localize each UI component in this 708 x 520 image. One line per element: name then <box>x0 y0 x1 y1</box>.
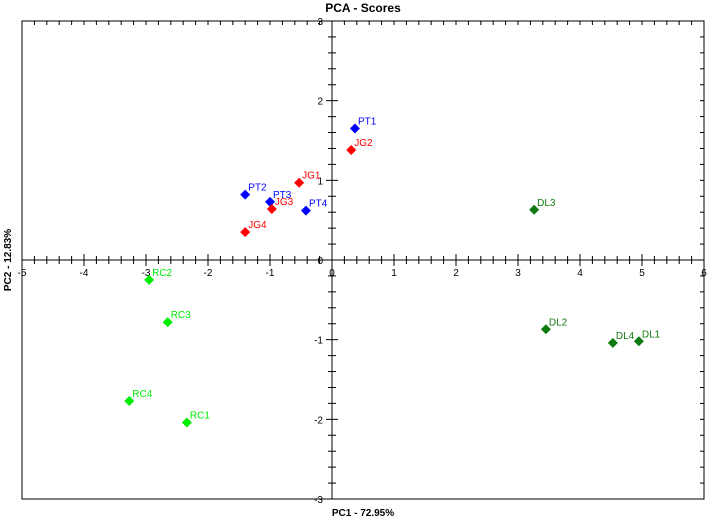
point-label: DL4 <box>616 331 635 342</box>
diamond-marker-icon <box>162 317 173 328</box>
point-label: PT1 <box>358 117 377 128</box>
y-tick-label: -1 <box>314 336 323 347</box>
x-tick-label: 1 <box>391 268 397 279</box>
data-point-dl2: DL2 <box>540 317 568 335</box>
chart-title: PCA - Scores <box>325 1 401 15</box>
point-label: RC1 <box>190 411 210 422</box>
point-label: JG2 <box>354 138 373 149</box>
x-tick-label: 6 <box>701 268 707 279</box>
x-tick-label: 3 <box>515 268 521 279</box>
data-point-pt2: PT2 <box>240 183 267 200</box>
x-tick-label: -1 <box>266 268 275 279</box>
x-tick-label: 2 <box>453 268 459 279</box>
point-label: JG3 <box>275 197 294 208</box>
diamond-marker-icon <box>181 417 192 428</box>
x-tick-label: -5 <box>18 268 27 279</box>
x-tick-label: -3 <box>142 268 151 279</box>
point-label: RC2 <box>152 268 172 279</box>
data-points: PT1 PT2 PT3 PT4 JG1 JG2 JG3 JG4 RC1 RC2 RC3 RC4 DL1 D… <box>124 117 661 428</box>
diamond-marker-icon <box>144 274 155 285</box>
diamond-marker-icon <box>300 205 311 216</box>
y-tick-label: 0 <box>317 256 323 267</box>
diamond-marker-icon <box>607 337 618 348</box>
diamond-marker-icon <box>529 204 540 215</box>
y-tick-label: 3 <box>317 17 323 28</box>
data-point-pt1: PT1 <box>349 117 377 134</box>
x-axis-title: PC1 - 72.95% <box>332 508 394 519</box>
point-label: DL1 <box>642 329 661 340</box>
data-point-dl4: DL4 <box>607 331 635 348</box>
diamond-marker-icon <box>265 196 275 207</box>
point-label: RC3 <box>171 310 191 321</box>
data-point-pt3: PT3 <box>265 190 292 207</box>
data-point-jg2: JG2 <box>346 138 373 156</box>
diamond-marker-icon <box>266 204 277 215</box>
data-point-rc1: RC1 <box>181 411 210 428</box>
x-tick-label: -4 <box>80 268 89 279</box>
data-point-rc4: RC4 <box>124 389 153 407</box>
data-point-jg3: JG3 <box>266 197 294 215</box>
x-tick-label: 4 <box>577 268 583 279</box>
y-tick-label: -3 <box>314 495 323 506</box>
point-label: JG4 <box>248 220 267 231</box>
data-point-jg4: JG4 <box>240 220 267 238</box>
diamond-marker-icon <box>294 177 305 188</box>
point-label: PT4 <box>309 199 328 210</box>
point-label: PT3 <box>273 190 292 201</box>
point-label: DL3 <box>537 198 556 209</box>
diamond-marker-icon <box>633 336 644 347</box>
diamond-marker-icon <box>346 145 357 156</box>
point-label: JG1 <box>302 171 321 182</box>
data-point-jg1: JG1 <box>294 171 321 188</box>
data-point-dl3: DL3 <box>529 198 556 215</box>
data-point-pt4: PT4 <box>300 199 328 216</box>
diamond-marker-icon <box>540 324 551 335</box>
x-tick-label: -2 <box>204 268 213 279</box>
y-tick-label: 2 <box>317 97 323 108</box>
point-label: DL2 <box>549 317 568 328</box>
data-point-rc2: RC2 <box>144 268 173 285</box>
data-point-dl1: DL1 <box>633 329 661 347</box>
y-axis-title: PC2 - 12.83% <box>3 229 14 291</box>
point-label: PT2 <box>248 183 267 194</box>
diamond-marker-icon <box>240 227 251 238</box>
axes: -5 -4 -3 -2 -1 0 1 2 3 4 5 6 -3 -2 -1 0 1 2 3 <box>18 17 708 506</box>
point-label: RC4 <box>132 389 152 400</box>
y-tick-label: -2 <box>314 415 323 426</box>
x-tick-label: 5 <box>639 268 645 279</box>
diamond-marker-icon <box>349 123 360 134</box>
y-tick-label: 1 <box>317 176 323 187</box>
x-tick-label: 0 <box>329 268 335 279</box>
data-point-rc3: RC3 <box>162 310 191 328</box>
diamond-marker-icon <box>124 396 135 407</box>
diamond-marker-icon <box>240 189 251 200</box>
